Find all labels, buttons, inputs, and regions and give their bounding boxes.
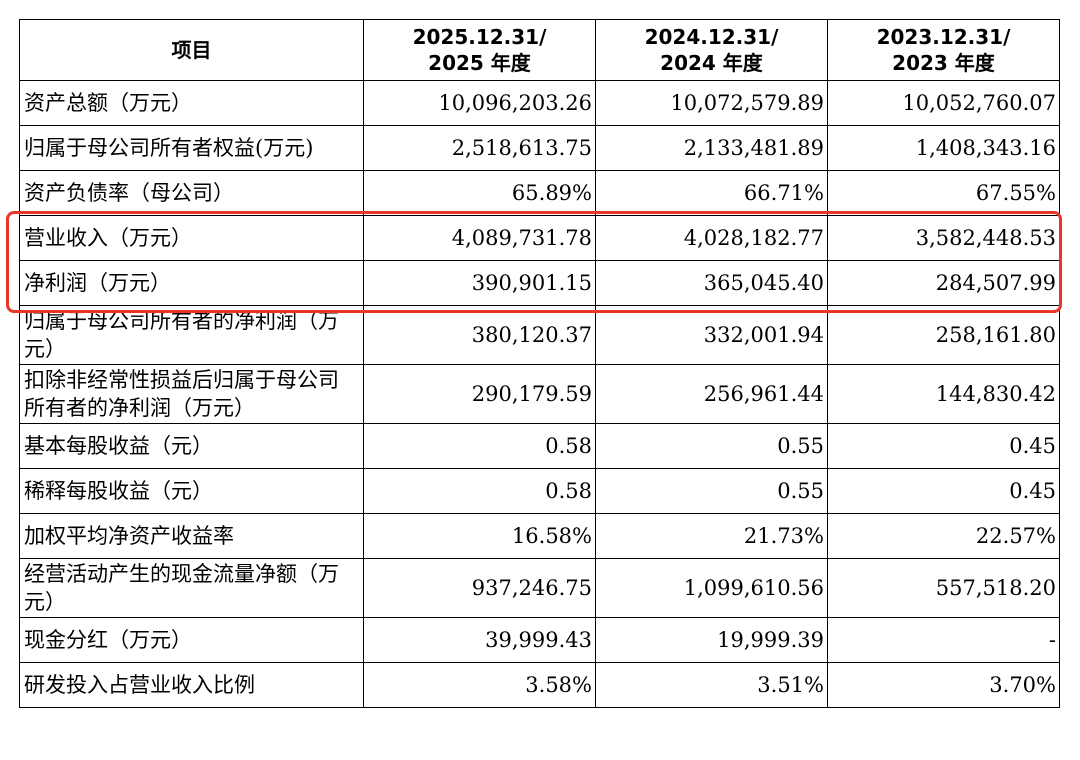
cell-2024: 1,099,610.56 (595, 558, 828, 618)
cell-2025: 937,246.75 (363, 558, 596, 618)
cell-2025: 0.58 (363, 423, 596, 469)
row-label: 稀释每股收益（元） (19, 468, 364, 514)
cell-2023: 67.55% (827, 170, 1060, 216)
header-2025: 2025.12.31/ 2025 年度 (363, 19, 596, 81)
cell-2024: 0.55 (595, 468, 828, 514)
header-2024-date: 2024.12.31/ (644, 25, 779, 49)
cell-2025: 390,901.15 (363, 260, 596, 306)
cell-2024: 21.73% (595, 513, 828, 559)
row-label: 营业收入（万元） (19, 215, 364, 261)
table-row-highlighted: 净利润（万元） 390,901.15 365,045.40 284,507.99 (19, 260, 1060, 306)
row-label: 加权平均净资产收益率 (19, 513, 364, 559)
row-label: 资产负债率（母公司） (19, 170, 364, 216)
financial-table-container: 项目 2025.12.31/ 2025 年度 2024.12.31/ 2024 … (19, 19, 1060, 708)
cell-2024: 0.55 (595, 423, 828, 469)
cell-2024: 2,133,481.89 (595, 125, 828, 171)
cell-2023: 0.45 (827, 468, 1060, 514)
cell-2024: 365,045.40 (595, 260, 828, 306)
row-label: 资产总额（万元） (19, 80, 364, 126)
cell-2023: 258,161.80 (827, 305, 1060, 365)
cell-2025: 10,096,203.26 (363, 80, 596, 126)
cell-2024: 3.51% (595, 662, 828, 708)
header-2024-year: 2024 年度 (660, 51, 763, 75)
cell-2025: 2,518,613.75 (363, 125, 596, 171)
cell-2025: 0.58 (363, 468, 596, 514)
table-row: 归属于母公司所有者权益(万元) 2,518,613.75 2,133,481.8… (19, 125, 1060, 171)
cell-2023: 0.45 (827, 423, 1060, 469)
row-label: 归属于母公司所有者权益(万元) (19, 125, 364, 171)
header-2023-date: 2023.12.31/ (876, 25, 1011, 49)
table-row: 经营活动产生的现金流量净额（万元） 937,246.75 1,099,610.5… (19, 558, 1060, 618)
table-row: 稀释每股收益（元） 0.58 0.55 0.45 (19, 468, 1060, 514)
cell-2024: 332,001.94 (595, 305, 828, 365)
row-label: 现金分红（万元） (19, 617, 364, 663)
table-row: 资产总额（万元） 10,096,203.26 10,072,579.89 10,… (19, 80, 1060, 126)
table-row: 研发投入占营业收入比例 3.58% 3.51% 3.70% (19, 662, 1060, 708)
cell-2025: 16.58% (363, 513, 596, 559)
header-2024: 2024.12.31/ 2024 年度 (595, 19, 828, 81)
header-2025-date: 2025.12.31/ (412, 25, 547, 49)
row-label: 基本每股收益（元） (19, 423, 364, 469)
cell-2025: 39,999.43 (363, 617, 596, 663)
cell-2024: 4,028,182.77 (595, 215, 828, 261)
row-label: 净利润（万元） (19, 260, 364, 306)
row-label: 扣除非经常性损益后归属于母公司所有者的净利润（万元） (19, 364, 364, 424)
cell-2023: 10,052,760.07 (827, 80, 1060, 126)
cell-2025: 3.58% (363, 662, 596, 708)
table-row: 扣除非经常性损益后归属于母公司所有者的净利润（万元） 290,179.59 25… (19, 364, 1060, 424)
cell-2023: 144,830.42 (827, 364, 1060, 424)
cell-2023: 3,582,448.53 (827, 215, 1060, 261)
header-2025-year: 2025 年度 (428, 51, 531, 75)
financial-summary-table: 项目 2025.12.31/ 2025 年度 2024.12.31/ 2024 … (19, 19, 1060, 708)
table-row: 归属于母公司所有者的净利润（万元） 380,120.37 332,001.94 … (19, 305, 1060, 365)
table-row-highlighted: 营业收入（万元） 4,089,731.78 4,028,182.77 3,582… (19, 215, 1060, 261)
row-label: 归属于母公司所有者的净利润（万元） (19, 305, 364, 365)
cell-2023: 284,507.99 (827, 260, 1060, 306)
cell-2023: 557,518.20 (827, 558, 1060, 618)
cell-2024: 66.71% (595, 170, 828, 216)
table-row: 基本每股收益（元） 0.58 0.55 0.45 (19, 423, 1060, 469)
header-2023: 2023.12.31/ 2023 年度 (827, 19, 1060, 81)
table-row: 现金分红（万元） 39,999.43 19,999.39 - (19, 617, 1060, 663)
cell-2023: 3.70% (827, 662, 1060, 708)
cell-2024: 256,961.44 (595, 364, 828, 424)
header-2023-year: 2023 年度 (892, 51, 995, 75)
cell-2024: 19,999.39 (595, 617, 828, 663)
row-label: 经营活动产生的现金流量净额（万元） (19, 558, 364, 618)
cell-2023: - (827, 617, 1060, 663)
cell-2025: 65.89% (363, 170, 596, 216)
cell-2025: 290,179.59 (363, 364, 596, 424)
table-row: 加权平均净资产收益率 16.58% 21.73% 22.57% (19, 513, 1060, 559)
cell-2023: 1,408,343.16 (827, 125, 1060, 171)
cell-2025: 380,120.37 (363, 305, 596, 365)
cell-2024: 10,072,579.89 (595, 80, 828, 126)
header-item: 项目 (19, 19, 364, 81)
cell-2023: 22.57% (827, 513, 1060, 559)
header-row: 项目 2025.12.31/ 2025 年度 2024.12.31/ 2024 … (19, 19, 1060, 81)
table-row: 资产负债率（母公司） 65.89% 66.71% 67.55% (19, 170, 1060, 216)
cell-2025: 4,089,731.78 (363, 215, 596, 261)
row-label: 研发投入占营业收入比例 (19, 662, 364, 708)
